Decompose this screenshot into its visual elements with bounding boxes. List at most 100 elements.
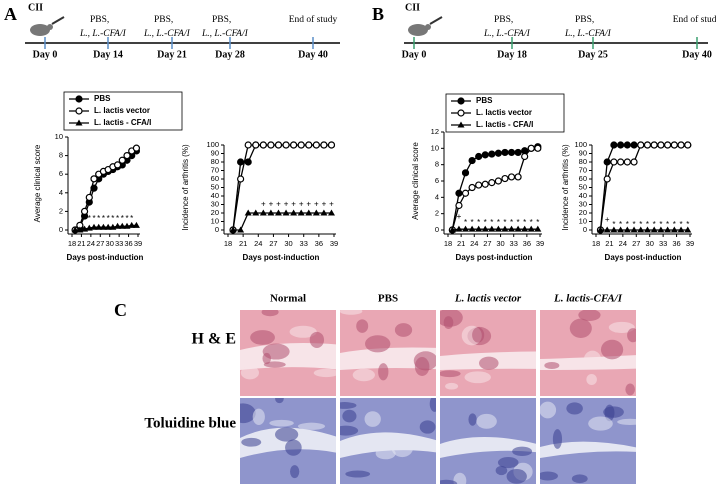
marker	[320, 209, 328, 216]
annotation: +	[329, 200, 334, 209]
cell-cluster	[464, 371, 491, 384]
event-note: PBS,	[90, 15, 109, 25]
cell-cluster	[289, 325, 317, 338]
marker	[637, 226, 645, 233]
annotation: +	[306, 200, 311, 209]
day-label: Day 0	[33, 49, 58, 60]
marker	[244, 209, 252, 216]
event-note: L., L.-CFA/I	[79, 29, 127, 39]
marker	[132, 221, 140, 228]
column-header: L. lactis vector	[454, 293, 522, 305]
marker	[507, 148, 516, 157]
start-label: CII	[28, 2, 43, 13]
marker	[684, 141, 692, 149]
x-tick-label: 30	[646, 239, 654, 248]
annotation: *	[679, 220, 682, 229]
annotation: *	[530, 218, 533, 227]
marker	[252, 209, 260, 216]
x-tick-label: 18	[592, 239, 600, 248]
marker	[650, 226, 658, 233]
y-tick-label: 10	[55, 132, 63, 141]
x-tick-label: 24	[87, 239, 95, 248]
marker	[521, 225, 529, 232]
y-tick-label: 6	[435, 176, 439, 185]
marker	[617, 158, 625, 166]
cell-cluster	[540, 471, 558, 481]
marker	[462, 225, 470, 232]
annotation: *	[619, 220, 622, 229]
annotation: *	[673, 220, 676, 229]
marker	[670, 226, 678, 233]
marker	[267, 141, 275, 149]
marker	[527, 225, 535, 232]
annotation: *	[503, 218, 506, 227]
y-tick-label: 8	[59, 151, 63, 160]
cell-cluster	[578, 310, 601, 322]
histology-image	[240, 310, 336, 396]
x-tick-label: 39	[134, 239, 142, 248]
cell-cluster	[544, 361, 560, 370]
marker	[90, 175, 98, 183]
marker	[514, 148, 522, 157]
legend-label: L. lactis vector	[476, 108, 532, 117]
marker	[630, 158, 638, 166]
marker	[455, 225, 463, 232]
annotation: +	[261, 200, 266, 209]
joint-space	[240, 342, 336, 370]
cell-cluster	[309, 331, 325, 348]
x-tick-label: 21	[457, 239, 465, 248]
cell-cluster	[394, 323, 413, 337]
day-label: Day 21	[157, 49, 187, 60]
legend-marker	[457, 109, 465, 117]
marker	[320, 141, 328, 149]
y-tick-label: 10	[211, 216, 219, 225]
marker	[312, 141, 320, 149]
y-tick-label: 0	[583, 225, 587, 234]
day-label: Day 18	[497, 49, 527, 60]
marker	[475, 152, 483, 161]
marker	[488, 150, 496, 158]
legend-label: L. lactis vector	[94, 106, 150, 115]
marker	[118, 222, 126, 229]
marker	[501, 174, 509, 183]
cell-cluster	[342, 409, 357, 423]
cell-cluster	[252, 408, 265, 425]
annotation: +	[322, 200, 327, 209]
annotation: *	[116, 214, 119, 223]
x-tick-label: 24	[619, 239, 627, 248]
y-tick-label: 60	[579, 174, 587, 183]
x-axis-title: Days post-induction	[605, 253, 682, 262]
x-tick-label: 36	[672, 239, 680, 248]
histology-image	[340, 310, 436, 396]
annotation: *	[490, 218, 493, 227]
y-tick-label: 70	[211, 165, 219, 174]
marker	[237, 226, 245, 233]
cell-cluster	[241, 437, 262, 447]
annotation: +	[284, 200, 289, 209]
cell-cluster	[356, 319, 369, 333]
y-tick-label: 6	[59, 169, 63, 178]
x-tick-label: 27	[483, 239, 491, 248]
mouse-icon	[30, 16, 65, 36]
marker	[488, 225, 496, 232]
marker	[282, 209, 290, 216]
event-note: L., L.-CFA/I	[143, 29, 191, 39]
marker	[475, 181, 483, 189]
marker	[507, 173, 516, 181]
marker	[252, 141, 260, 149]
annotation: *	[88, 214, 91, 223]
marker	[603, 158, 611, 166]
marker	[501, 148, 509, 157]
annotation: *	[536, 218, 539, 227]
marker	[643, 226, 651, 233]
histology-image	[440, 398, 536, 484]
marker	[630, 226, 638, 233]
annotation: *	[484, 218, 487, 227]
marker	[118, 156, 126, 164]
annotation: +	[276, 200, 281, 209]
marker	[494, 177, 502, 185]
cell-cluster	[340, 402, 357, 409]
cell-cluster	[468, 413, 477, 426]
annotation: *	[121, 214, 124, 223]
legend-marker	[457, 97, 465, 105]
